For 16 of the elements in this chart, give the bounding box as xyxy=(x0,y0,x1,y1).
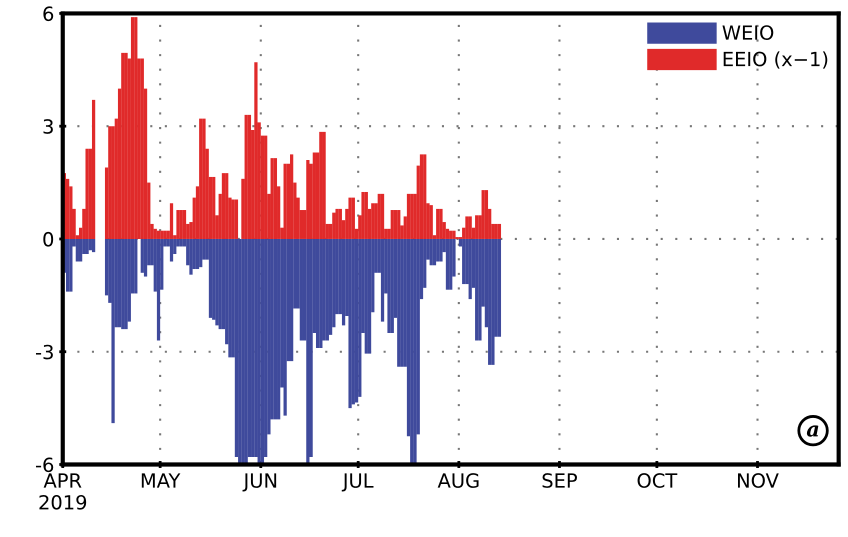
legend-label: WEIO xyxy=(722,25,774,40)
x-tick-label: JUL xyxy=(342,473,374,492)
x-tick-label: AUG xyxy=(438,473,479,488)
x-tick-label: JUN xyxy=(242,473,276,492)
y-tick-label: 3 xyxy=(44,119,53,134)
annotation: a xyxy=(806,425,818,437)
y-tick-label: -6 xyxy=(36,457,54,472)
y-tick-label: 6 xyxy=(43,6,54,22)
y-tick-label: 0 xyxy=(43,232,54,247)
x-tick-label: SEP xyxy=(542,473,577,488)
x-tick-label: MAY xyxy=(142,473,180,488)
y-tick-label: -3 xyxy=(36,344,53,360)
x-tick-label: APR 2019 xyxy=(39,473,86,510)
x-tick-label: NOV xyxy=(738,473,779,488)
legend-label: EEIO (x−1) xyxy=(724,51,828,69)
x-tick-label: OCT xyxy=(638,473,678,488)
